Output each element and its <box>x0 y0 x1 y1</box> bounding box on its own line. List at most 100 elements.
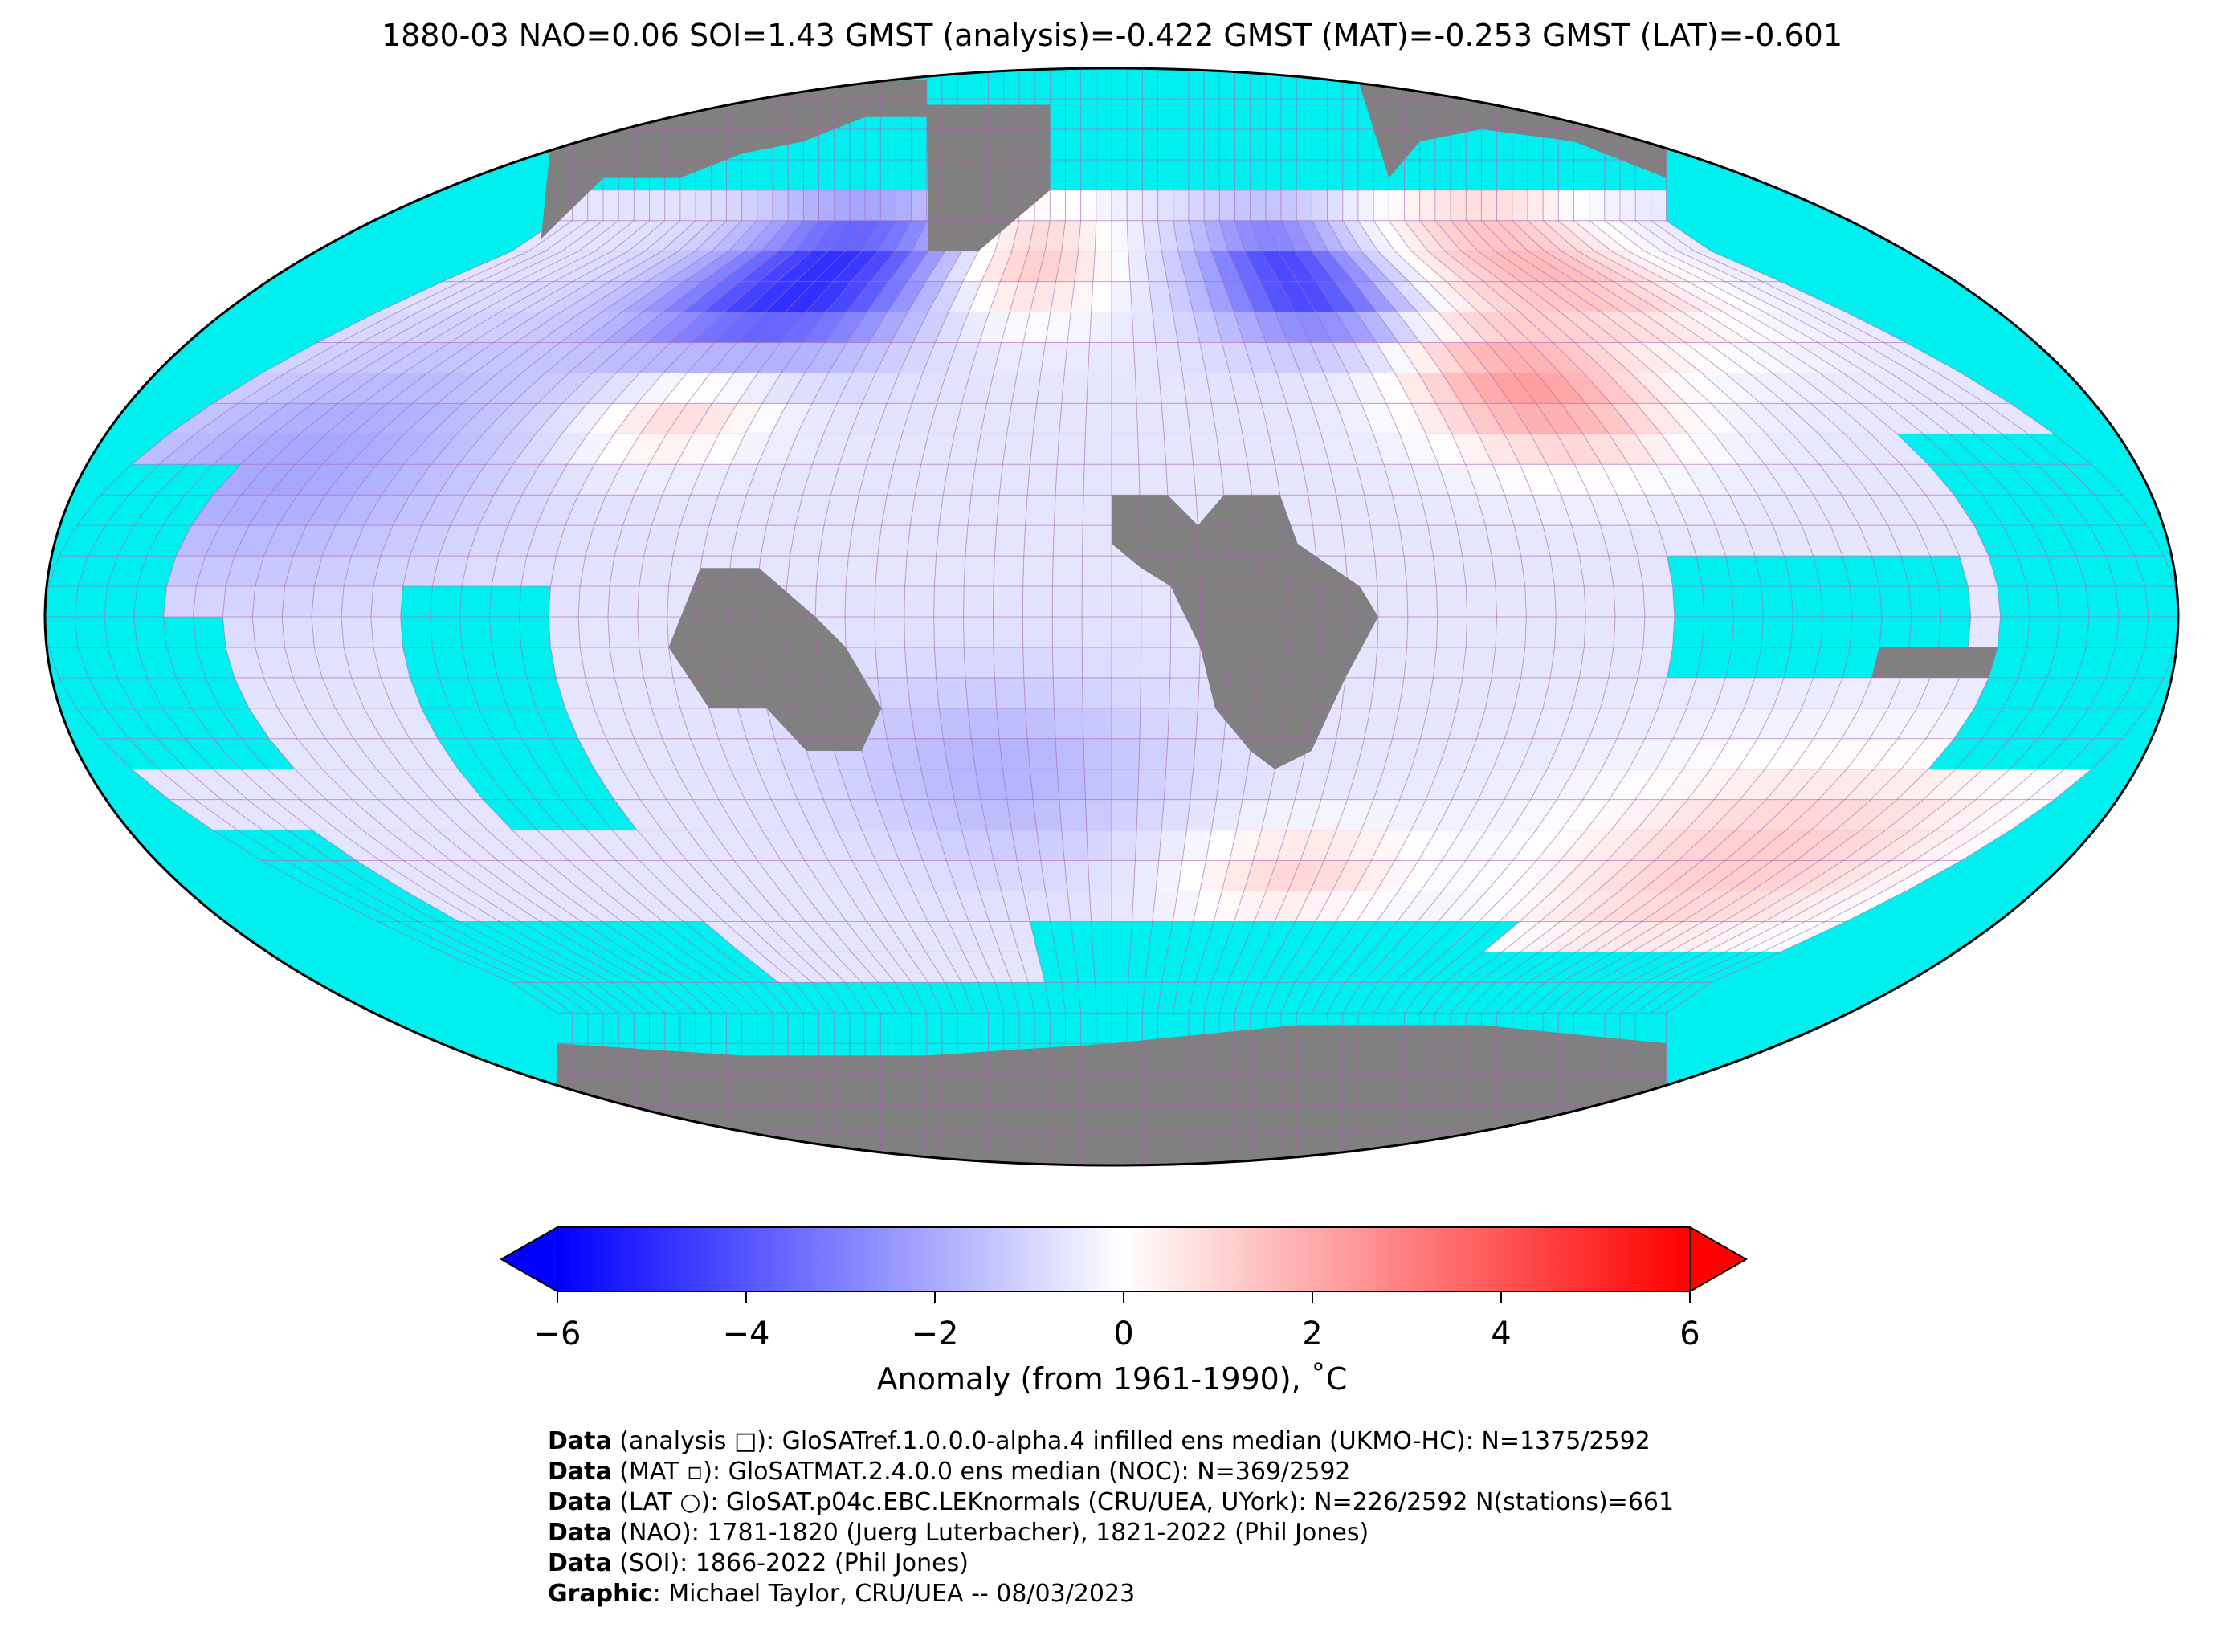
anomaly-cell <box>1751 860 1820 891</box>
anomaly-cell <box>1773 677 1814 708</box>
anomaly-cell <box>695 220 742 251</box>
meridian-line <box>1666 68 2178 1165</box>
anomaly-cell <box>1420 495 1457 526</box>
anomaly-cell <box>963 586 994 617</box>
anomaly-cell <box>577 464 622 496</box>
anomaly-cell <box>1418 830 1462 861</box>
anomaly-cell <box>795 220 835 251</box>
anomaly-cell <box>1234 312 1267 343</box>
anomaly-cell <box>922 342 957 373</box>
anomaly-cell <box>1418 373 1462 404</box>
anomaly-cell <box>392 708 438 739</box>
meridian-line <box>1203 68 1290 1165</box>
anomaly-cell <box>874 617 905 647</box>
anomaly-cell <box>1390 281 1438 312</box>
meridian-line <box>1542 68 1942 1165</box>
anomaly-cell <box>1604 220 1662 251</box>
anomaly-cell <box>1084 434 1112 465</box>
anomaly-cell <box>1601 312 1663 343</box>
anomaly-cell <box>1341 525 1375 557</box>
anomaly-cell <box>1140 677 1170 708</box>
anomaly-cell <box>1487 342 1536 373</box>
anomaly-cell <box>380 677 422 708</box>
anomaly-cell <box>1406 617 1438 647</box>
anomaly-cell <box>1792 738 1842 769</box>
anomaly-cell <box>437 830 499 861</box>
anomaly-cell <box>1278 251 1316 282</box>
anomaly-cell <box>826 921 871 952</box>
anomaly-cell <box>874 586 905 617</box>
credit-line: Data (SOI): 1866-2022 (Phil Jones) <box>548 1548 1674 1579</box>
anomaly-cell <box>1082 556 1112 587</box>
anomaly-cell <box>1585 799 1636 830</box>
anomaly-cell <box>615 860 671 891</box>
anomaly-cell <box>1329 464 1365 496</box>
anomaly-cell <box>647 891 704 922</box>
anomaly-cell <box>1677 251 1762 282</box>
anomaly-cell <box>1937 830 2011 861</box>
anomaly-cell <box>1033 799 1062 830</box>
anomaly-cell <box>1052 617 1083 647</box>
anomaly-cell <box>1729 708 1773 739</box>
anomaly-cell <box>986 373 1018 404</box>
colorbar-tick-label: 4 <box>1491 1315 1512 1352</box>
anomaly-cell <box>1404 220 1445 251</box>
anomaly-cell <box>1310 860 1348 891</box>
anomaly-cell <box>194 799 263 830</box>
anomaly-cell <box>683 281 741 312</box>
anomaly-cell <box>703 769 745 800</box>
anomaly-cell <box>637 373 688 404</box>
anomaly-cell <box>512 434 562 465</box>
anomaly-cell <box>1266 342 1301 373</box>
anomaly-cell <box>943 738 976 769</box>
anomaly-cell <box>516 312 582 343</box>
anomaly-cell <box>1036 373 1065 404</box>
anomaly-cell <box>1112 708 1141 739</box>
anomaly-cell <box>1483 281 1540 312</box>
anomaly-cell <box>1341 677 1375 708</box>
anomaly-cell <box>322 525 365 557</box>
anomaly-cell <box>935 312 969 343</box>
meridian-line <box>45 68 557 1165</box>
anomaly-cell <box>1195 708 1227 739</box>
meridian-line <box>1573 68 2002 1165</box>
anomaly-cell <box>1373 434 1411 465</box>
anomaly-cell <box>1067 891 1092 922</box>
anomaly-cell <box>1795 342 1867 373</box>
anomaly-cell <box>1860 799 1924 830</box>
anomaly-cell <box>1737 738 1786 769</box>
anomaly-cell <box>333 342 406 373</box>
anomaly-cell <box>711 190 727 221</box>
anomaly-cell <box>373 556 410 587</box>
anomaly-cell <box>1819 373 1886 404</box>
anomaly-cell <box>1061 373 1088 404</box>
anomaly-cell <box>1286 403 1321 434</box>
anomaly-cell <box>757 434 798 465</box>
anomaly-cell <box>908 281 945 312</box>
meridian-line <box>1450 68 1765 1165</box>
anomaly-cell <box>556 525 594 557</box>
anomaly-cell <box>1411 799 1452 830</box>
anomaly-cell <box>702 251 762 282</box>
anomaly-cell <box>1211 799 1243 830</box>
anomaly-cell <box>578 586 610 617</box>
anomaly-cell <box>1740 434 1793 465</box>
anomaly-cell <box>1002 434 1034 465</box>
anomaly-cell <box>1661 434 1711 465</box>
anomaly-cell <box>1642 891 1708 922</box>
anomaly-cell <box>795 251 846 282</box>
credit-line: Data (NAO): 1781-1820 (Juerg Luterbacher… <box>548 1518 1674 1548</box>
anomaly-cell <box>607 586 639 617</box>
anomaly-cell <box>1336 891 1377 922</box>
anomaly-cell <box>1383 738 1421 769</box>
anomaly-cell <box>535 251 612 282</box>
anomaly-cell <box>1621 312 1686 343</box>
anomaly-cell <box>761 525 796 557</box>
anomaly-cell <box>761 220 804 251</box>
anomaly-cell <box>1112 830 1137 861</box>
anomaly-cell <box>1485 677 1521 708</box>
anomaly-cell <box>398 281 480 312</box>
anomaly-cell <box>592 860 648 891</box>
anomaly-cell <box>643 677 680 708</box>
anomaly-cell <box>1795 860 1867 891</box>
